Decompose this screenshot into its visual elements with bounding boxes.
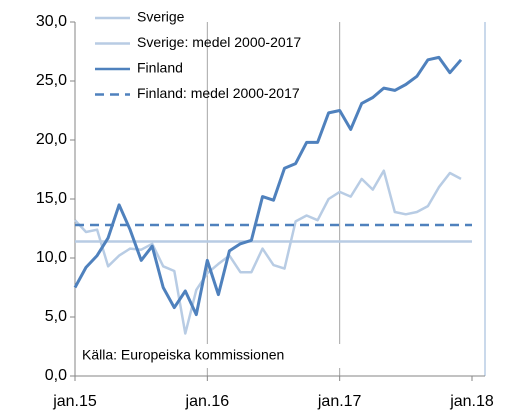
legend-label: Finland: medel 2000-2017: [137, 85, 300, 101]
x-tick-label: jan.15: [52, 393, 97, 410]
x-tick-label: jan.17: [317, 393, 362, 410]
legend-label: Finland: [137, 60, 183, 76]
y-tick-label: 0,0: [45, 367, 67, 384]
x-tick-label: jan.18: [449, 393, 494, 410]
y-tick-label: 5,0: [45, 308, 67, 325]
y-tick-label: 10,0: [36, 249, 67, 266]
annotation: Källa: Europeiska kommissionen: [82, 347, 284, 363]
series-line: [74, 169, 462, 335]
series-line: [73, 55, 463, 317]
y-tick-label: 15,0: [36, 190, 67, 207]
y-tick-label: 20,0: [36, 131, 67, 148]
legend-label: Sverige: medel 2000-2017: [137, 34, 301, 50]
y-tick-label: 25,0: [36, 72, 67, 89]
y-tick-label: 30,0: [36, 13, 67, 30]
legend-label: Sverige: [137, 9, 185, 25]
annotation-box: [78, 344, 358, 368]
x-tick-label: jan.16: [185, 393, 230, 410]
